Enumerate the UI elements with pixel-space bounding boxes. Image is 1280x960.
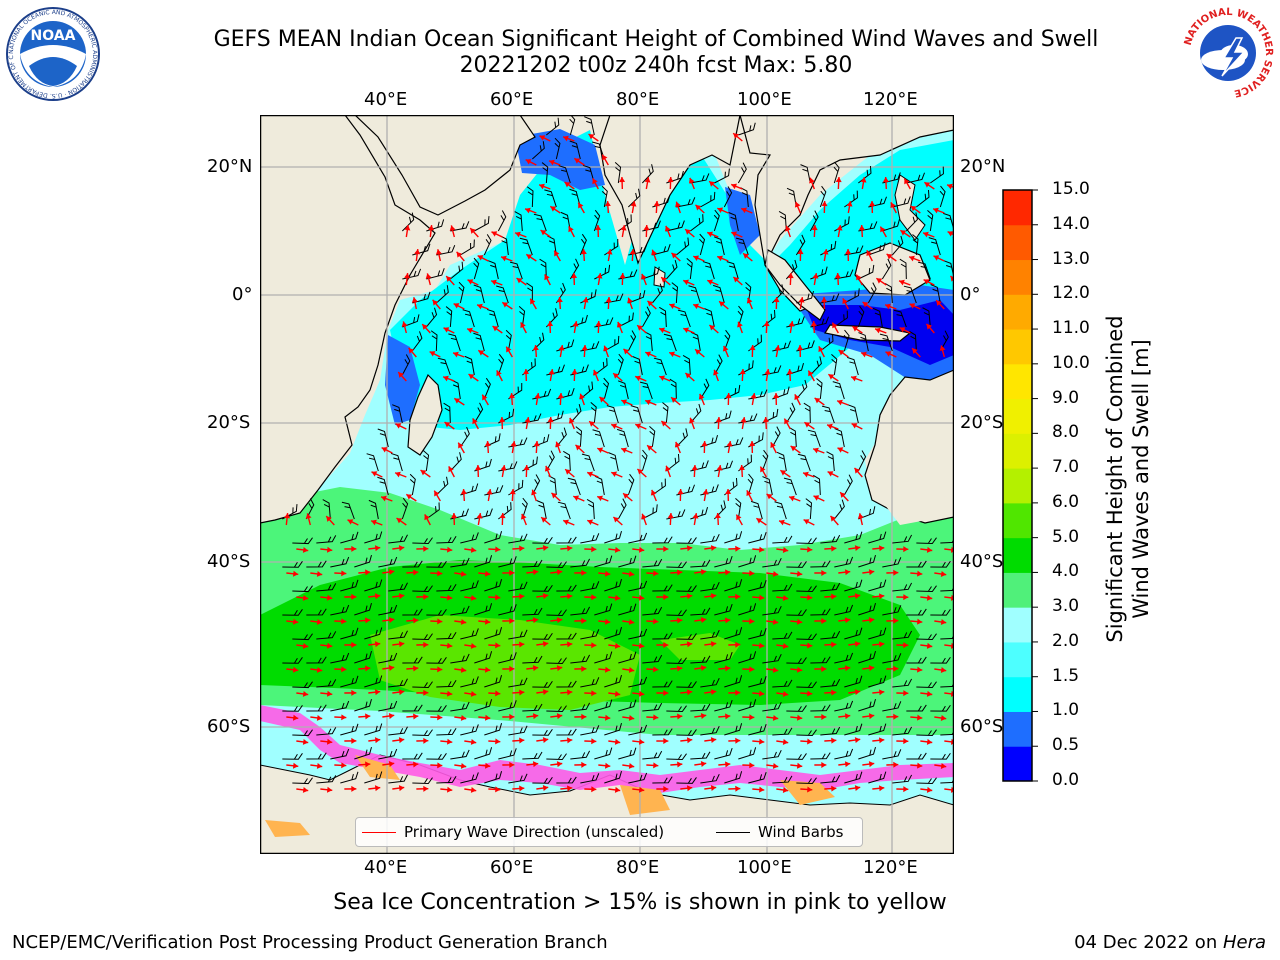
legend-item-primary-wave: Primary Wave Direction (unscaled) (362, 823, 664, 841)
colorbar (1002, 189, 1038, 782)
colorbar-tick-label: 8.0 (1052, 422, 1080, 443)
colorbar-tick-label: 0.0 (1052, 770, 1080, 790)
australia-south-land (885, 495, 954, 525)
colorbar-tick-label: 13.0 (1052, 248, 1090, 269)
colorbar-segment (1003, 294, 1032, 330)
lon-label-top-100e: 100°E (737, 89, 792, 110)
footer-credit: NCEP/EMC/Verification Post Processing Pr… (12, 932, 608, 953)
legend-swatch-wind-barbs (716, 832, 750, 833)
wave-direction-arrows-layer (284, 132, 954, 793)
lat-label-left-20n: 20°N (207, 156, 253, 177)
colorbar-tick-label: 4.0 (1052, 561, 1080, 582)
ocean-blue-bengal (725, 187, 760, 255)
colorbar-segment (1003, 572, 1032, 608)
map-legend: Primary Wave Direction (unscaled) Wind B… (355, 817, 863, 847)
lon-label-bottom-60e: 60°E (490, 857, 534, 878)
colorbar-segment (1003, 363, 1032, 400)
colorbar-segment (1003, 329, 1032, 365)
colorbar-tick-label: 5.0 (1052, 526, 1080, 547)
lon-label-top-40e: 40°E (364, 89, 408, 110)
africa-land (260, 115, 436, 524)
colorbar-tick-label: 14.0 (1052, 213, 1090, 234)
legend-item-wind-barbs: Wind Barbs (716, 823, 843, 841)
colorbar-segment (1003, 468, 1032, 504)
footer-date: 04 Dec 2022 on Hera (1074, 932, 1266, 953)
footer-host: Hera (1222, 932, 1266, 953)
colorbar-tick-label: 1.0 (1052, 700, 1080, 721)
chart-subtitle: 20221202 t00z 240h fcst Max: 5.80 (459, 53, 853, 78)
lon-label-bottom-40e: 40°E (364, 857, 408, 878)
colorbar-segment (1003, 676, 1032, 712)
colorbar-label-line1: Significant Height of Combined (1103, 315, 1127, 643)
colorbar-segment (1003, 259, 1032, 295)
lon-label-bottom-120e: 120°E (863, 857, 918, 878)
lat-label-right-0: 0° (960, 284, 981, 305)
wave-5-6m-core-east (660, 633, 740, 660)
colorbar-segment (1003, 641, 1032, 678)
nws-logo: NATIONAL WEATHER SERVICE (1182, 7, 1274, 99)
legend-label-primary-wave: Primary Wave Direction (unscaled) (404, 823, 665, 841)
legend-swatch-primary-wave (362, 832, 396, 833)
sea-ice-orange-2 (620, 785, 670, 815)
colorbar-tick-label: 1.5 (1052, 665, 1080, 686)
colorbar-segment (1003, 433, 1032, 469)
sea-ice-pink-belt (260, 705, 954, 793)
sumatra-land (764, 249, 826, 321)
arabia-land (354, 115, 536, 216)
colorbar-tick-label: 11.0 (1052, 318, 1090, 339)
legend-label-wind-barbs: Wind Barbs (758, 823, 844, 841)
wind-barbs-layer (282, 115, 954, 785)
lat-label-left-60s: 60°S (207, 716, 251, 737)
colorbar-segment (1003, 537, 1032, 573)
lat-label-left-0: 0° (232, 284, 253, 305)
lon-label-top-60e: 60°E (490, 89, 534, 110)
lon-label-bottom-80e: 80°E (616, 857, 660, 878)
sea-ice-orange-4 (265, 820, 310, 837)
colorbar-label: Significant Height of Combined Wind Wave… (1102, 269, 1154, 689)
australia-land (864, 369, 954, 524)
noaa-logo-text: NOAA (31, 28, 76, 44)
colorbar-tick-label: 10.0 (1052, 352, 1090, 373)
ocean-blue-arabian (515, 129, 605, 190)
colorbar-segment (1003, 398, 1032, 434)
sea-ice-orange-3 (780, 780, 835, 805)
colorbar-segment (1003, 224, 1032, 261)
lat-label-left-20s: 20°S (207, 412, 251, 433)
ocean-cyan-band (390, 130, 954, 430)
sea-ice-orange-1 (355, 755, 400, 780)
colorbar-segment (1003, 190, 1032, 226)
colorbar-tick-label: 9.0 (1052, 387, 1080, 408)
lat-label-right-60s: 60°S (960, 716, 1004, 737)
colorbar-tick-label: 15.0 (1052, 179, 1090, 199)
colorbar-tick-label: 6.0 (1052, 491, 1080, 512)
lat-label-right-40s: 40°S (960, 551, 1004, 572)
colorbar-segment (1003, 502, 1032, 539)
colorbar-tick-label: 3.0 (1052, 596, 1080, 617)
lat-label-right-20n: 20°N (960, 156, 1006, 177)
ocean-blue-madagascar (385, 335, 420, 425)
lon-label-top-120e: 120°E (863, 89, 918, 110)
lat-label-right-20s: 20°S (960, 412, 1004, 433)
colorbar-segment (1003, 607, 1032, 643)
sea-ice-note: Sea Ice Concentration > 15% is shown in … (333, 890, 947, 915)
colorbar-segment (1003, 711, 1032, 747)
lon-label-bottom-100e: 100°E (737, 857, 792, 878)
map-panel (260, 115, 954, 854)
colorbar-segment (1003, 746, 1032, 782)
colorbar-label-line2: Wind Waves and Swell [m] (1129, 339, 1153, 619)
noaa-logo: NATIONAL OCEANIC AND ATMOSPHERIC ADMINIS… (3, 6, 100, 101)
colorbar-tick-label: 0.5 (1052, 735, 1080, 756)
lon-label-top-80e: 80°E (616, 89, 660, 110)
chart-title: GEFS MEAN Indian Ocean Significant Heigh… (213, 27, 1099, 52)
india-land (599, 115, 741, 265)
footer-date-text: 04 Dec 2022 on (1074, 932, 1223, 953)
madagascar-land (407, 373, 443, 456)
lat-label-left-40s: 40°S (207, 551, 251, 572)
colorbar-tick-label: 2.0 (1052, 630, 1080, 651)
colorbar-tick-label: 7.0 (1052, 457, 1080, 478)
colorbar-tick-label: 12.0 (1052, 283, 1090, 304)
sri-lanka-land (653, 266, 666, 288)
philippines-land (894, 174, 926, 241)
graticule (260, 115, 954, 854)
